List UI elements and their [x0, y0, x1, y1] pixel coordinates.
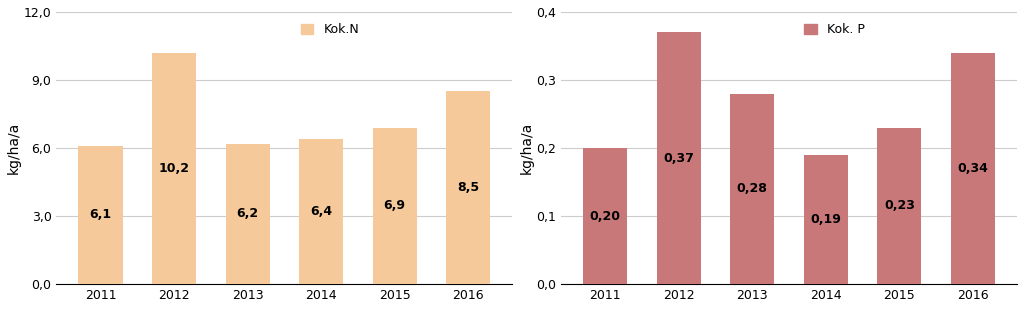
Bar — [951, 53, 995, 284]
Text: 6,2: 6,2 — [237, 207, 259, 220]
Text: 10,2: 10,2 — [159, 162, 189, 175]
Bar — [446, 91, 490, 284]
Bar — [79, 146, 123, 284]
Text: 0,20: 0,20 — [590, 210, 621, 222]
Text: 6,4: 6,4 — [310, 205, 332, 218]
Y-axis label: kg/ha/a: kg/ha/a — [7, 122, 20, 174]
Text: 0,37: 0,37 — [664, 152, 694, 165]
Y-axis label: kg/ha/a: kg/ha/a — [519, 122, 534, 174]
Bar — [373, 128, 417, 284]
Text: 0,34: 0,34 — [957, 162, 988, 175]
Bar — [804, 155, 848, 284]
Bar — [225, 144, 269, 284]
Bar — [656, 32, 700, 284]
Bar — [583, 148, 627, 284]
Bar — [152, 53, 197, 284]
Legend: Kok.N: Kok.N — [296, 18, 365, 41]
Legend: Kok. P: Kok. P — [800, 18, 869, 41]
Text: 6,9: 6,9 — [384, 199, 406, 212]
Text: 0,23: 0,23 — [884, 199, 914, 212]
Text: 0,19: 0,19 — [810, 213, 842, 226]
Bar — [878, 128, 922, 284]
Bar — [299, 139, 343, 284]
Text: 8,5: 8,5 — [457, 181, 479, 194]
Text: 0,28: 0,28 — [737, 182, 768, 195]
Bar — [730, 94, 774, 284]
Text: 6,1: 6,1 — [89, 209, 112, 222]
